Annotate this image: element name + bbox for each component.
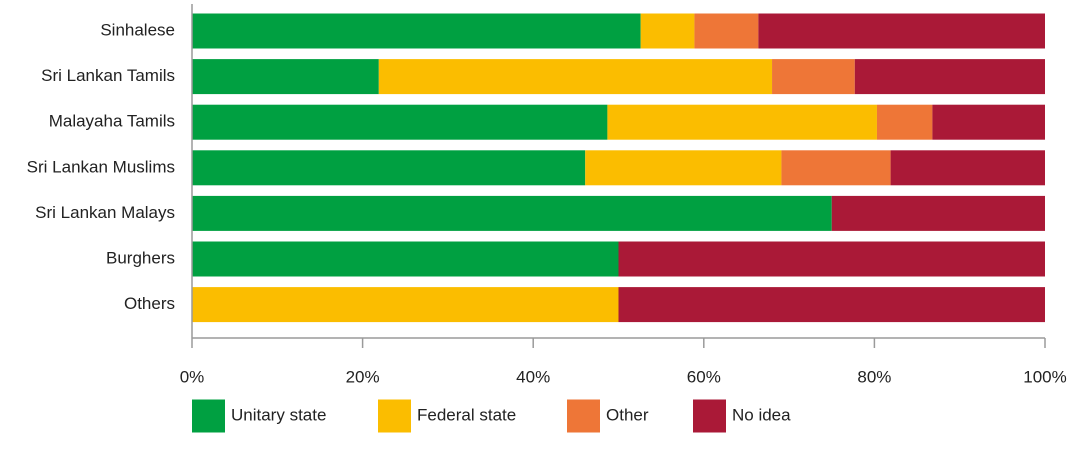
bar-malayaha-tamils-other	[876, 104, 933, 140]
category-label: Sri Lankan Tamils	[41, 66, 175, 85]
bar-others-federal-state	[192, 287, 619, 323]
x-tick-label: 60%	[687, 367, 721, 386]
bar-sri-lankan-muslims-no-idea	[890, 150, 1045, 186]
bar-sri-lankan-tamils-federal-state	[378, 59, 773, 95]
legend-label: No idea	[732, 405, 791, 424]
category-label: Sinhalese	[100, 20, 175, 39]
bar-sinhalese-no-idea	[758, 13, 1045, 49]
category-label: Malayaha Tamils	[49, 112, 175, 131]
legend-swatch	[192, 399, 225, 433]
x-tick-label: 40%	[516, 367, 550, 386]
x-tick-label: 20%	[346, 367, 380, 386]
bar-malayaha-tamils-federal-state	[607, 104, 877, 140]
bar-sri-lankan-tamils-other	[772, 59, 855, 95]
bar-malayaha-tamils-unitary-state	[192, 104, 608, 140]
bar-sri-lankan-muslims-unitary-state	[192, 150, 586, 186]
legend-label: Unitary state	[231, 405, 326, 424]
category-label: Others	[124, 294, 175, 313]
x-tick-label: 80%	[857, 367, 891, 386]
bar-sinhalese-other	[694, 13, 759, 49]
bar-sinhalese-unitary-state	[192, 13, 641, 49]
bar-sri-lankan-muslims-federal-state	[585, 150, 782, 186]
legend-swatch	[693, 399, 726, 433]
bar-sri-lankan-muslims-other	[781, 150, 891, 186]
bar-sinhalese-federal-state	[640, 13, 695, 49]
x-tick-label: 0%	[180, 367, 205, 386]
category-labels: Sinhalese Sri Lankan Tamils Malayaha Tamil…	[27, 20, 175, 313]
category-label: Burghers	[106, 248, 175, 267]
legend-label: Federal state	[417, 405, 516, 424]
category-label: Sri Lankan Muslims	[27, 157, 175, 176]
bar-malayaha-tamils-no-idea	[932, 104, 1045, 140]
x-axis: 0% 20% 40% 60% 80% 100%	[180, 4, 1067, 386]
bar-burghers-unitary-state	[192, 241, 619, 277]
bar-sri-lankan-tamils-unitary-state	[192, 59, 379, 95]
bar-sri-lankan-malays-unitary-state	[192, 195, 832, 231]
x-tick-label: 100%	[1023, 367, 1066, 386]
bar-sri-lankan-malays-no-idea	[831, 195, 1045, 231]
legend-swatch	[567, 399, 600, 433]
legend: Unitary state Federal state Other No idea	[192, 399, 791, 433]
bars-group	[192, 13, 1045, 323]
bar-others-no-idea	[618, 287, 1045, 323]
bar-sri-lankan-tamils-no-idea	[854, 59, 1045, 95]
category-label: Sri Lankan Malays	[35, 203, 175, 222]
bar-burghers-no-idea	[618, 241, 1045, 277]
legend-label: Other	[606, 405, 649, 424]
legend-swatch	[378, 399, 411, 433]
